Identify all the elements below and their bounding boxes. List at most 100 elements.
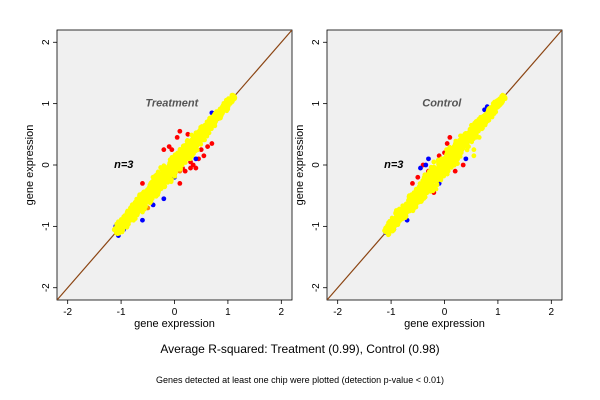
cloud-point: [118, 225, 123, 230]
cloud-point: [159, 166, 165, 172]
cloud-point: [500, 92, 505, 98]
cloud-point: [189, 132, 194, 138]
cloud-point: [198, 142, 204, 147]
cloud-point: [430, 168, 436, 173]
cloud-point: [116, 219, 121, 224]
cloud-point: [391, 224, 397, 230]
cloud-point: [155, 169, 161, 175]
cloud-point: [444, 165, 449, 170]
cloud-point: [469, 134, 475, 139]
cloud-point: [131, 214, 136, 219]
data-point: [174, 134, 180, 140]
data-point: [161, 196, 167, 202]
y-axis-title: gene expression: [294, 125, 306, 206]
cloud-point: [200, 125, 205, 131]
cloud-point: [210, 117, 216, 123]
cloud-point: [460, 140, 466, 146]
cloud-point: [436, 160, 441, 166]
x-tick-label: 0: [172, 307, 178, 318]
cloud-point: [454, 157, 459, 162]
cloud-point: [225, 103, 231, 109]
data-point: [201, 153, 207, 159]
data-point: [161, 147, 167, 153]
cloud-point: [153, 193, 159, 199]
cloud-point: [473, 130, 479, 135]
gene-cloud: [382, 92, 508, 238]
cloud-point: [422, 172, 428, 178]
cloud-point: [183, 160, 188, 165]
control-panel: -2 -1 0 1 2 -2 -1 0 1 2 gene expression gene expres…: [294, 29, 563, 330]
y-tick-label: -2: [41, 283, 52, 292]
data-point: [471, 147, 477, 153]
cloud-point: [422, 188, 428, 194]
cloud-point: [185, 156, 191, 162]
cloud-point: [405, 208, 411, 213]
cloud-point: [218, 110, 223, 116]
data-point: [140, 217, 145, 223]
cloud-point: [468, 138, 474, 143]
cloud-point: [228, 98, 233, 104]
cloud-point: [398, 216, 404, 222]
cloud-point: [168, 179, 174, 184]
data-point: [169, 147, 175, 153]
cloud-point: [475, 126, 481, 132]
cloud-point: [482, 112, 488, 118]
x-tick-label: 1: [495, 307, 501, 318]
cloud-point: [385, 223, 391, 229]
cloud-point: [191, 138, 197, 143]
cloud-point: [231, 94, 237, 100]
y-tick-label: 2: [311, 39, 322, 45]
y-tick-label: -1: [41, 221, 52, 230]
data-point: [205, 144, 211, 149]
cloud-point: [168, 160, 174, 165]
cloud-point: [178, 154, 184, 160]
cloud-point: [442, 171, 448, 177]
data-point: [193, 165, 199, 171]
sample-count-label: n=3: [384, 159, 403, 171]
cloud-point: [196, 138, 202, 144]
cloud-point: [480, 120, 485, 125]
cloud-point: [479, 126, 485, 132]
data-point: [460, 162, 466, 168]
cloud-point: [421, 180, 427, 186]
cloud-point: [181, 145, 187, 151]
data-point: [182, 168, 188, 174]
y-tick-label: 2: [41, 39, 52, 45]
cloud-point: [455, 161, 460, 167]
cloud-point: [432, 184, 437, 190]
cloud-point: [456, 149, 461, 155]
cloud-point: [182, 150, 188, 155]
cloud-point: [195, 132, 201, 137]
data-point: [198, 147, 204, 153]
y-tick-label: 1: [41, 100, 52, 106]
average-r-squared-caption: Average R-squared: Treatment (0.99), Con…: [160, 342, 440, 356]
data-point: [431, 159, 437, 165]
cloud-point: [488, 107, 493, 113]
cloud-point: [179, 163, 185, 168]
data-point: [447, 134, 453, 140]
data-point: [418, 165, 423, 171]
cloud-point: [175, 152, 181, 157]
cloud-point: [474, 119, 480, 125]
cloud-point: [494, 103, 499, 109]
data-point: [463, 156, 469, 162]
panel-title: Treatment: [145, 98, 199, 110]
cloud-point: [127, 205, 133, 211]
cloud-point: [134, 210, 139, 215]
cloud-point: [186, 149, 192, 154]
data-point: [209, 141, 215, 146]
x-axis-title: gene expression: [404, 318, 485, 330]
cloud-point: [128, 209, 134, 215]
data-point: [423, 162, 429, 168]
data-point: [177, 181, 183, 186]
cloud-point: [190, 147, 196, 153]
data-point: [140, 181, 145, 186]
cloud-point: [424, 184, 430, 190]
cloud-point: [136, 206, 141, 211]
cloud-point: [435, 177, 440, 183]
sample-count-label: n=3: [114, 159, 133, 171]
data-point: [426, 156, 431, 162]
cloud-point: [146, 188, 152, 193]
cloud-point: [199, 133, 205, 139]
y-axis-title: gene expression: [24, 125, 36, 206]
